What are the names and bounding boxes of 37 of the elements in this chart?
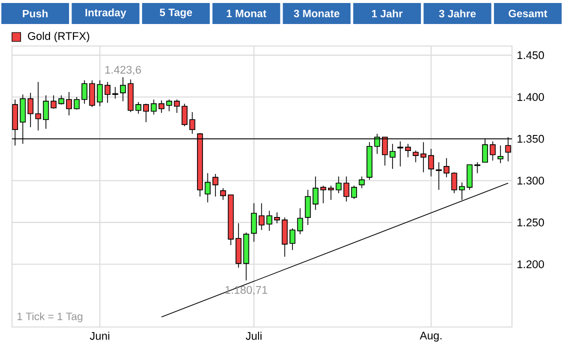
candlestick [74, 96, 80, 110]
y-tick-label: 1.200 [518, 260, 544, 268]
text: 3 Jahre [439, 10, 476, 18]
text: 1 Jahr [372, 10, 403, 18]
candlestick [150, 99, 157, 115]
candlestick [412, 150, 419, 163]
annotation: 1.423,6 [105, 66, 141, 76]
annotation: 1.180,71 [226, 286, 268, 296]
text: Push [22, 10, 48, 18]
candlestick [498, 145, 504, 164]
y-tick-label: 1.400 [518, 93, 544, 101]
candlestick [220, 188, 226, 200]
candlestick [35, 82, 42, 131]
annotation: 1 Tick = 1 Tag [18, 312, 82, 322]
candlestick [212, 174, 218, 197]
text: Gesamt [508, 10, 548, 18]
y-tick-label: 1.250 [518, 218, 544, 226]
candlestick [451, 172, 458, 194]
x-tick-label: Juni [90, 332, 110, 340]
candlestick [112, 86, 118, 100]
x-tick-label: Aug. [420, 332, 442, 342]
candlestick [490, 140, 496, 161]
text: 1 Monat [226, 10, 266, 18]
text: Intraday [86, 8, 126, 18]
candlestick [189, 112, 196, 134]
candlestick [28, 92, 34, 128]
y-tick-label: 1.450 [518, 51, 544, 60]
x-tick-label: Juli [246, 332, 262, 340]
y-tick-label: 1.350 [518, 134, 544, 143]
candlestick [358, 176, 365, 189]
candlestick [474, 162, 480, 174]
candlestick [397, 140, 404, 167]
text: 3 Monate [294, 10, 340, 18]
y-tick-label: 1.300 [518, 176, 544, 185]
candlestick [405, 143, 411, 158]
text: 5 Tage [160, 8, 192, 18]
legend-label: Gold (RTFX) [28, 32, 90, 42]
